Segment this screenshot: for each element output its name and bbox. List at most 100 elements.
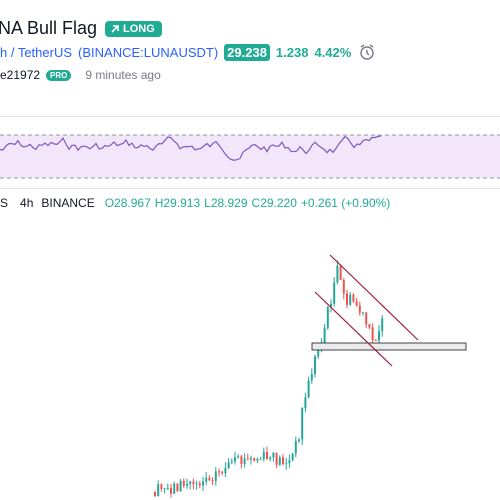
candle-body bbox=[314, 356, 316, 375]
candle-body bbox=[250, 458, 252, 460]
chart-legend: S 4h BINANCE O28.967 H29.913 L28.929 C29… bbox=[0, 196, 390, 210]
legend-symbol: S bbox=[0, 196, 9, 210]
candle-body bbox=[182, 480, 185, 486]
candle-body bbox=[170, 487, 172, 494]
candle-body bbox=[355, 301, 358, 306]
idea-title: NA Bull Flag bbox=[0, 18, 98, 38]
candle-body bbox=[272, 452, 275, 458]
candle-body bbox=[227, 462, 230, 469]
time: 9 minutes ago bbox=[85, 68, 161, 82]
candle-body bbox=[205, 477, 208, 482]
candle-body bbox=[198, 483, 201, 486]
candle-body bbox=[378, 331, 380, 341]
candle-body bbox=[362, 312, 364, 314]
candle-body bbox=[208, 477, 211, 481]
candle-body bbox=[342, 279, 345, 294]
candle-body bbox=[323, 327, 326, 343]
candle-body bbox=[246, 458, 249, 460]
badge-text: LONG bbox=[123, 23, 155, 35]
legend-interval: 4h bbox=[20, 196, 34, 210]
candle-body bbox=[371, 327, 374, 341]
candle-body bbox=[336, 265, 339, 283]
candle-body bbox=[288, 460, 291, 464]
alert-icon[interactable] bbox=[360, 44, 374, 60]
candle-body bbox=[275, 452, 278, 465]
candle-body bbox=[358, 305, 361, 313]
candle-body bbox=[224, 468, 227, 474]
candle-body bbox=[269, 457, 272, 460]
candle-body bbox=[243, 458, 246, 464]
rsi-band bbox=[0, 135, 500, 178]
candle-body bbox=[352, 294, 355, 302]
candle-body bbox=[186, 484, 188, 486]
candle-body bbox=[333, 282, 336, 304]
candle-body bbox=[202, 481, 204, 486]
candle-body bbox=[259, 458, 262, 460]
author-row: e21972 PRO 9 minutes ago bbox=[0, 68, 161, 82]
rsi-group bbox=[0, 135, 382, 161]
candle-body bbox=[189, 481, 192, 485]
candle-body bbox=[211, 480, 214, 482]
candle-body bbox=[195, 483, 198, 485]
trend-line bbox=[329, 254, 419, 341]
candle-body bbox=[240, 456, 243, 464]
candle-body bbox=[365, 312, 368, 325]
candle-body bbox=[221, 471, 224, 474]
candle-body bbox=[218, 471, 220, 473]
candle-body bbox=[173, 483, 176, 494]
support-box bbox=[311, 342, 467, 351]
candle-body bbox=[339, 265, 342, 280]
candle-body bbox=[157, 484, 160, 497]
arrow-icon bbox=[111, 25, 119, 33]
candle-body bbox=[234, 457, 236, 462]
pro-badge: PRO bbox=[46, 69, 72, 81]
candle-body bbox=[237, 456, 240, 458]
change-percent: 4.42% bbox=[314, 45, 352, 60]
candle-body bbox=[282, 457, 284, 465]
candle-body bbox=[294, 440, 297, 454]
candle-body bbox=[349, 294, 352, 305]
candle-body bbox=[317, 349, 320, 357]
legend-change: +0.261 (+0.90%) bbox=[300, 196, 391, 210]
legend-high: H29.913 bbox=[154, 196, 201, 210]
candle-body bbox=[253, 458, 256, 461]
candle-body bbox=[304, 397, 307, 409]
candle-body bbox=[291, 453, 294, 461]
author-name[interactable]: e21972 bbox=[0, 68, 41, 82]
candle-body bbox=[214, 471, 217, 481]
candle-body bbox=[179, 480, 182, 492]
candle-body bbox=[368, 324, 371, 328]
symbol[interactable]: (BINANCE:LUNAUSDT) bbox=[78, 45, 219, 60]
candle-body bbox=[346, 293, 348, 305]
symbol-row: h / TetherUS (BINANCE:LUNAUSDT) 29.238 1… bbox=[0, 44, 351, 61]
candle-body bbox=[262, 452, 265, 459]
candle-body bbox=[163, 488, 166, 490]
price: 29.238 bbox=[224, 44, 270, 61]
long-badge[interactable]: LONG bbox=[105, 21, 162, 37]
candle-body bbox=[166, 487, 169, 489]
candle-body bbox=[278, 457, 281, 465]
pane-separator bbox=[0, 116, 500, 117]
candle-body bbox=[154, 492, 156, 497]
candle-body bbox=[285, 463, 288, 465]
candle-body bbox=[374, 340, 377, 342]
candle-body bbox=[160, 484, 163, 489]
candle-body bbox=[310, 374, 313, 381]
legend-open: O28.967 bbox=[104, 196, 151, 210]
candle-body bbox=[266, 452, 268, 460]
candle-body bbox=[230, 461, 233, 463]
legend-low: L28.929 bbox=[204, 196, 248, 210]
candle-body bbox=[298, 439, 300, 441]
candles bbox=[154, 260, 384, 498]
candle-body bbox=[330, 303, 332, 307]
candle-body bbox=[307, 380, 310, 398]
candle-body bbox=[176, 483, 179, 492]
pane-separator bbox=[0, 188, 500, 189]
trend-line bbox=[314, 291, 393, 367]
symbol-name[interactable]: h / TetherUS bbox=[0, 45, 73, 60]
legend-close: C29.220 bbox=[251, 196, 297, 210]
candle-body bbox=[326, 306, 329, 328]
candle-body bbox=[301, 408, 304, 440]
candle-body bbox=[381, 318, 384, 332]
